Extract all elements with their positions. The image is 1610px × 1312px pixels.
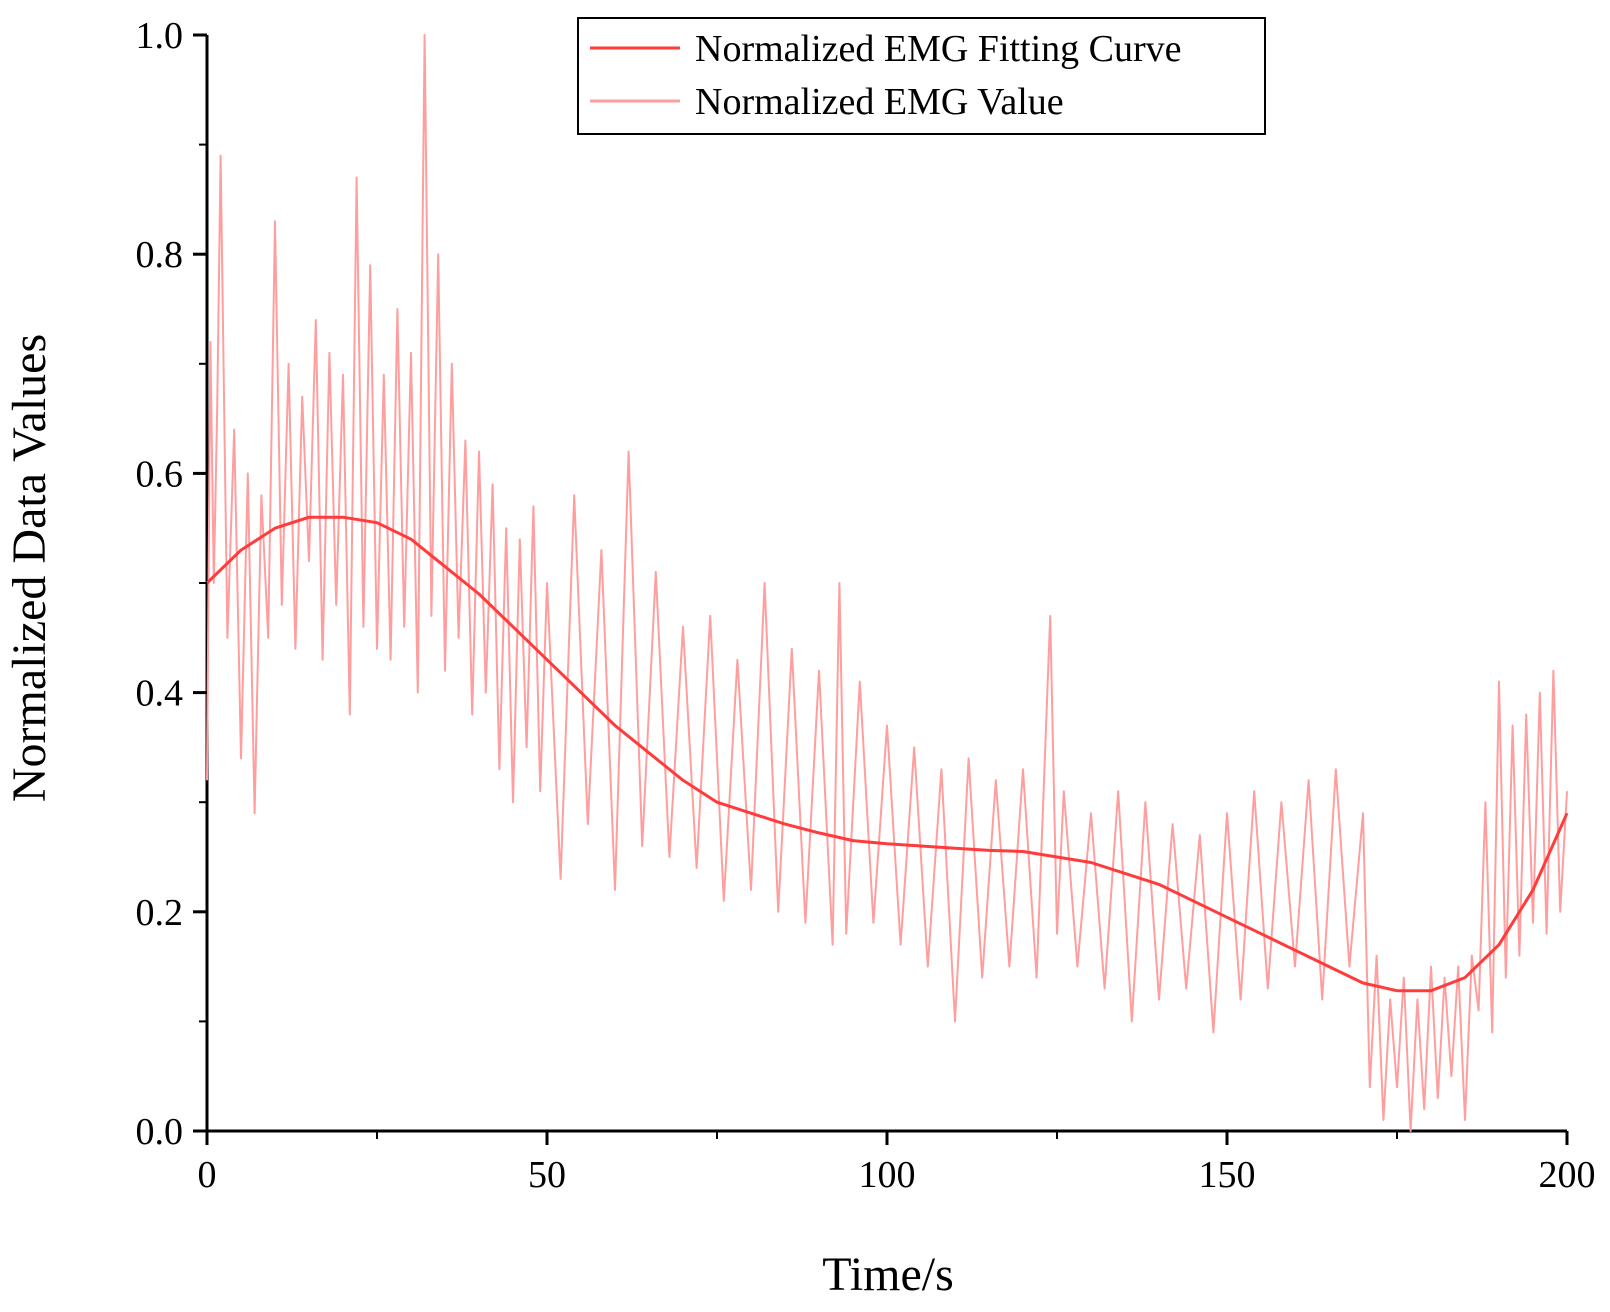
- series-line-fitting-curve: [205, 515, 1569, 993]
- legend-label-emg-value: Normalized EMG Value: [695, 81, 1064, 123]
- axes: [205, 35, 1567, 1133]
- x-tick-label: 0: [198, 1154, 217, 1196]
- x-tick-label: 50: [528, 1154, 566, 1196]
- y-axis-title: Normalized Data Values: [3, 334, 56, 802]
- legend-label-fitting-curve: Normalized EMG Fitting Curve: [695, 28, 1182, 70]
- x-tick-label: 200: [1539, 1154, 1596, 1196]
- x-tick-label: 100: [859, 1154, 916, 1196]
- ticks: 0 50 100 150 200 0.0 0.2 0.4 0.6 0.8 1.0: [136, 15, 1596, 1196]
- y-tick-label: 0.6: [136, 453, 184, 495]
- x-tick-label: 150: [1199, 1154, 1256, 1196]
- legend: Normalized EMG Fitting Curve Normalized …: [577, 17, 1266, 135]
- y-tick-label: 0.8: [136, 234, 184, 276]
- y-tick-label: 0.2: [136, 892, 184, 934]
- x-axis-title: Time/s: [822, 1248, 954, 1301]
- series-layer: [205, 34, 1569, 1132]
- series-line-emg-value: [206, 34, 1568, 1132]
- y-tick-label: 1.0: [136, 15, 184, 57]
- legend-box: [577, 17, 1266, 135]
- y-tick-label: 0.4: [136, 673, 184, 715]
- y-tick-label: 0.0: [136, 1111, 184, 1153]
